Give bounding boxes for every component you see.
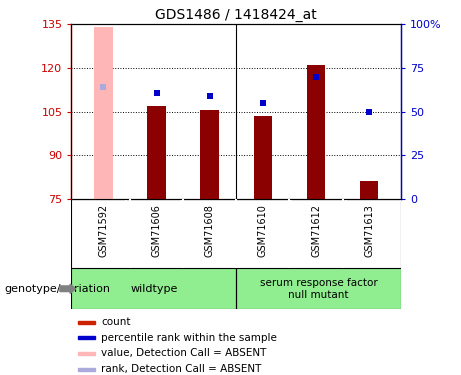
Bar [307, 65, 325, 199]
Bar [236, 268, 401, 309]
Bar [360, 182, 378, 199]
Bar [94, 27, 112, 199]
Text: count: count [101, 317, 130, 327]
Bar [71, 268, 236, 309]
Bar [78, 352, 95, 355]
Text: GSM71613: GSM71613 [364, 204, 374, 257]
Bar [254, 116, 272, 199]
Bar [71, 268, 236, 309]
Title: GDS1486 / 1418424_at: GDS1486 / 1418424_at [155, 8, 317, 22]
Text: GSM71612: GSM71612 [311, 204, 321, 257]
Bar [201, 110, 219, 199]
Text: value, Detection Call = ABSENT: value, Detection Call = ABSENT [101, 348, 266, 358]
Text: GSM71608: GSM71608 [205, 204, 215, 257]
Text: percentile rank within the sample: percentile rank within the sample [101, 333, 277, 343]
Bar [71, 199, 401, 268]
Text: wildtype: wildtype [130, 284, 177, 294]
Text: GSM71610: GSM71610 [258, 204, 268, 257]
Text: rank, Detection Call = ABSENT: rank, Detection Call = ABSENT [101, 364, 261, 374]
Bar [78, 321, 95, 324]
Text: GSM71592: GSM71592 [98, 204, 108, 257]
Bar [78, 368, 95, 370]
Text: genotype/variation: genotype/variation [5, 284, 111, 294]
Bar [236, 268, 401, 309]
Text: GSM71606: GSM71606 [152, 204, 161, 257]
Bar [147, 106, 166, 199]
Bar [78, 336, 95, 339]
Text: serum response factor
null mutant: serum response factor null mutant [260, 278, 378, 300]
